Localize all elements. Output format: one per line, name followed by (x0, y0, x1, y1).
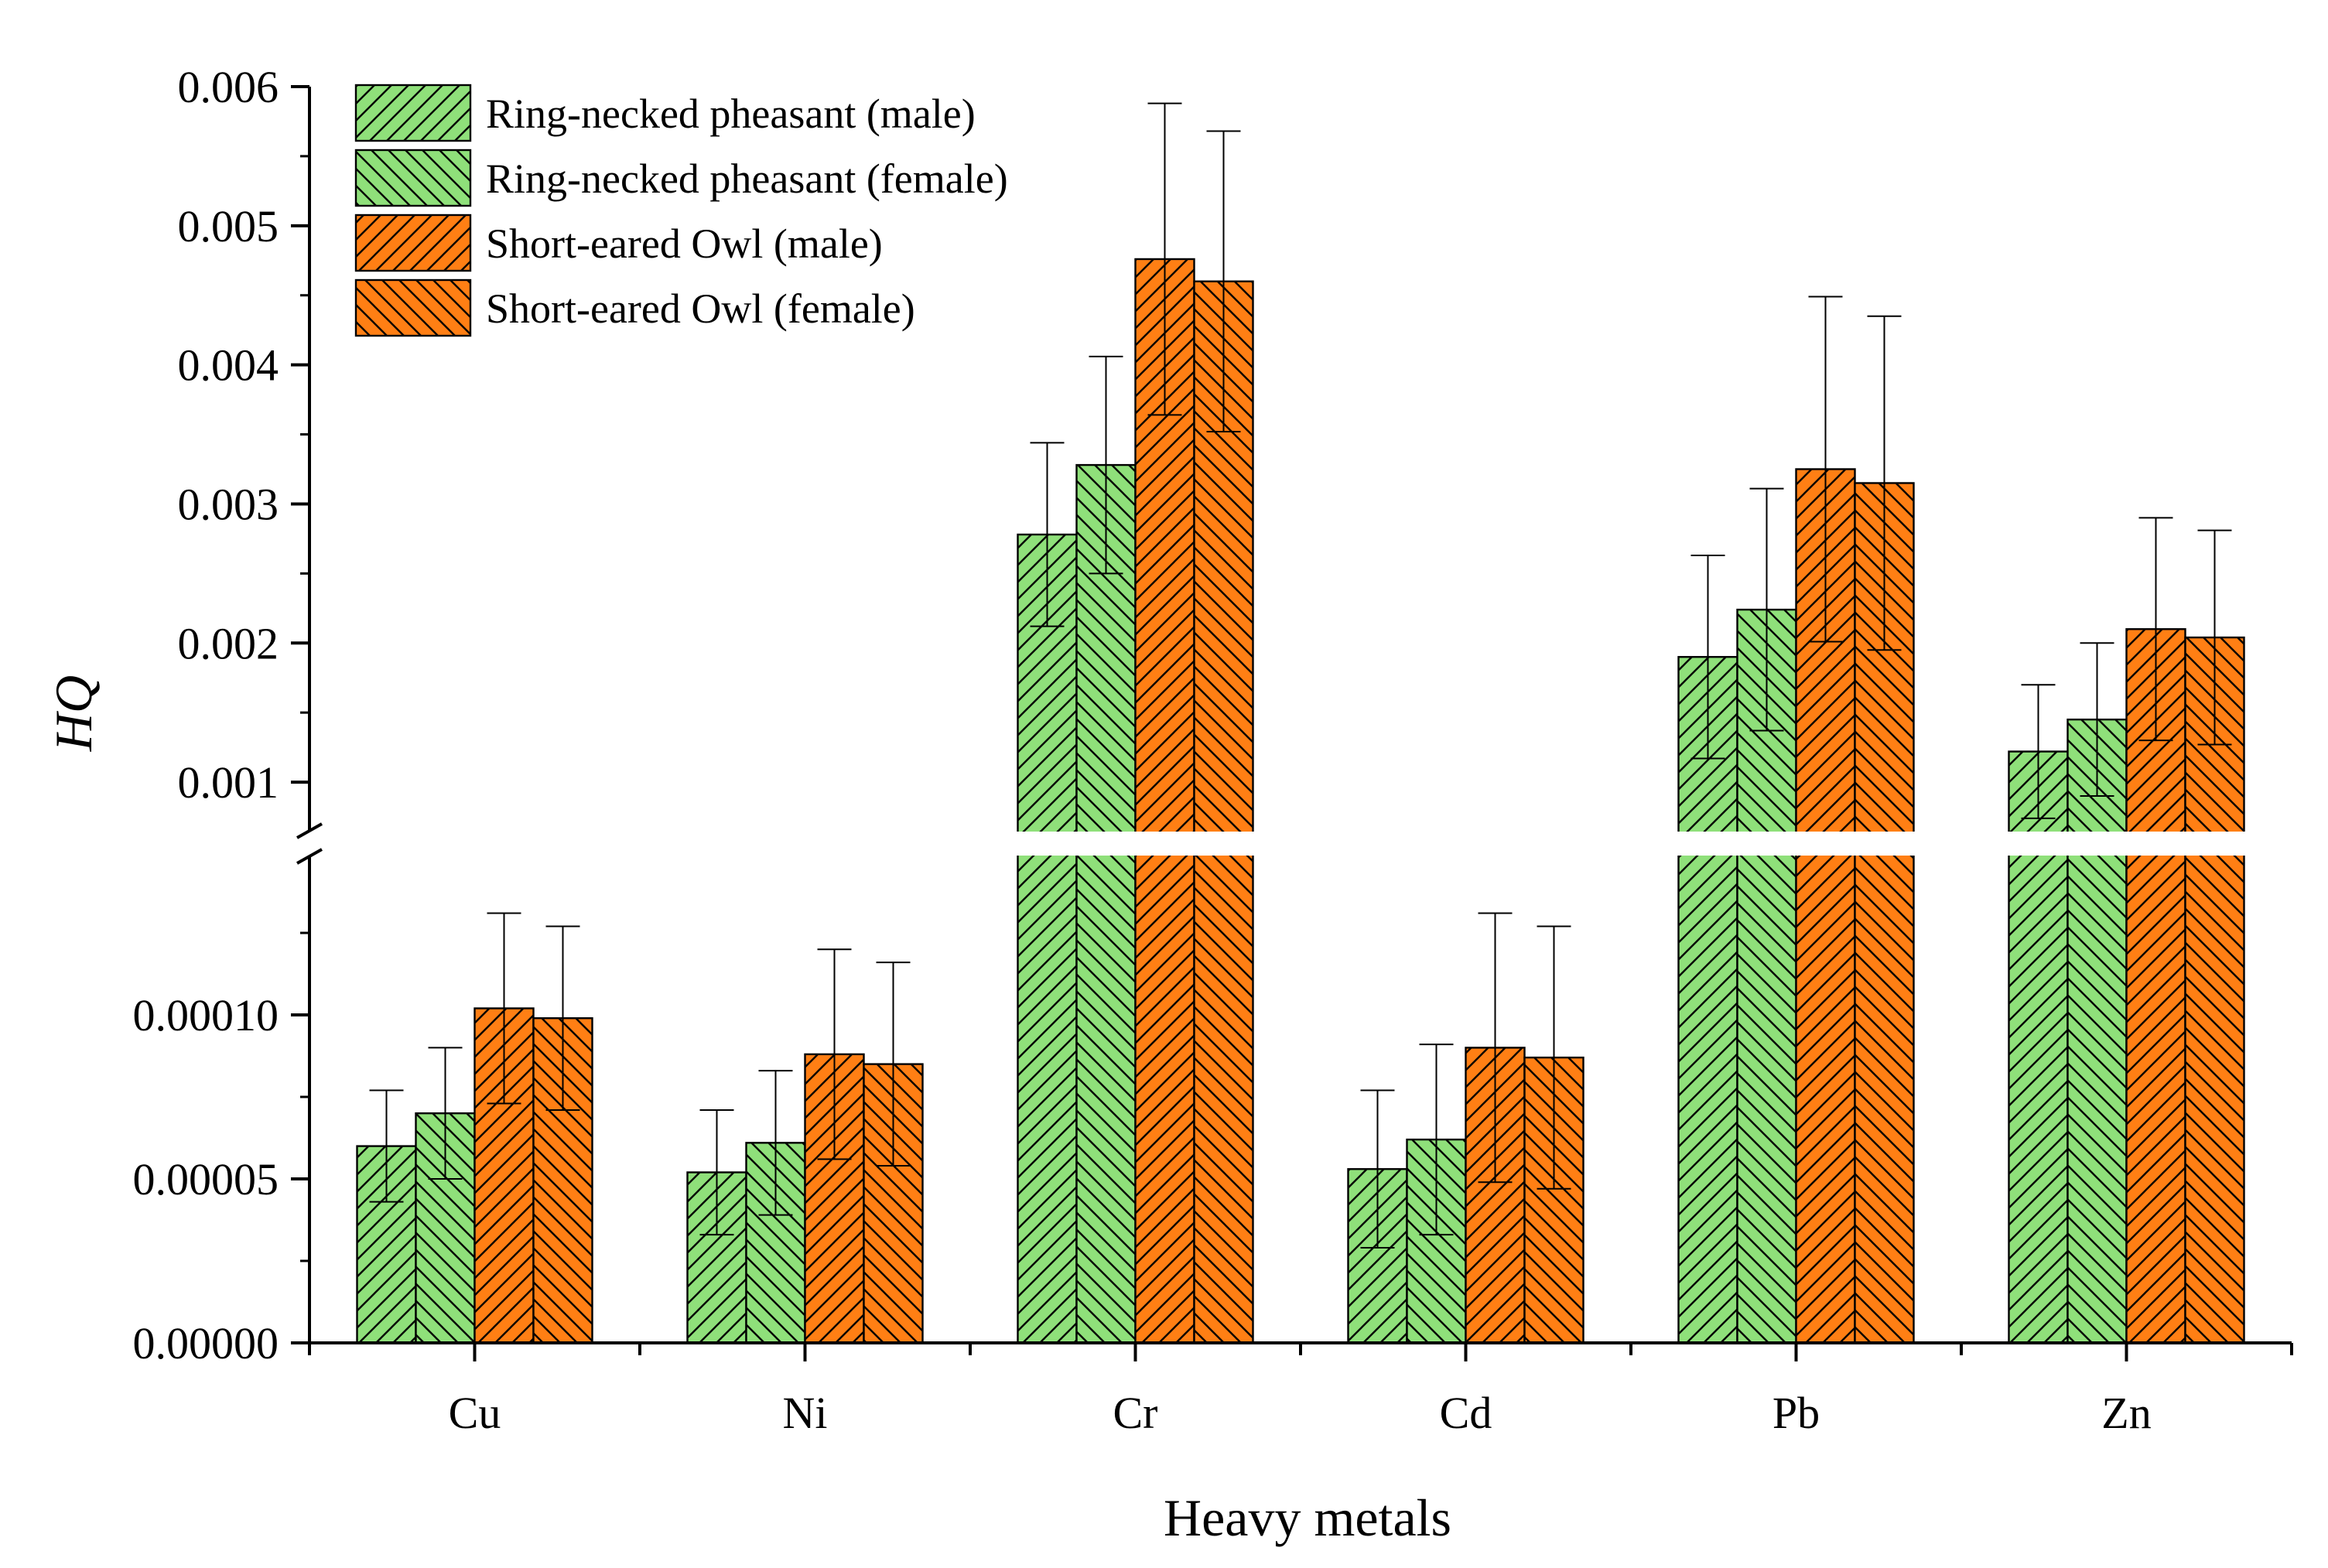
tick-label-layer: 0.001 0.002 0.003 0.004 0.005 0.006 0.00000 0.0… (133, 62, 2152, 1438)
error-bar-layer (369, 102, 2232, 1249)
y-tick-label: 0.001 (178, 757, 279, 808)
y-tick-label: 0.00010 (133, 990, 279, 1040)
x-tick-label: Pb (1772, 1388, 1820, 1438)
bar-hatch (1075, 463, 1137, 1344)
legend-swatch-hatch (354, 214, 472, 272)
bar-layer (356, 258, 2245, 1344)
y-tick-label: 0.00005 (133, 1154, 279, 1204)
axis-break-mark (296, 848, 323, 865)
x-tick-label: Cu (449, 1388, 501, 1438)
bar-hatch (1677, 656, 1738, 1344)
y-tick-label: 0.004 (178, 340, 279, 391)
legend-swatch-hatch (354, 278, 472, 337)
x-tick-label: Cd (1440, 1388, 1492, 1438)
bar-hatch (1134, 258, 1195, 1344)
y-tick-label: 0.006 (178, 62, 279, 112)
y-tick-label: 0.003 (178, 479, 279, 529)
bar-hatch (1017, 533, 1078, 1344)
y-tick-label: 0.005 (178, 201, 279, 251)
bar-hatch (2066, 718, 2128, 1344)
x-axis-title: Heavy metals (1164, 1488, 1451, 1547)
y-axis-title: HQ (44, 675, 103, 752)
axis-break-gap (311, 832, 2293, 856)
legend-label: Ring-necked pheasant (male) (486, 91, 976, 137)
legend-swatch-hatch (354, 84, 472, 142)
x-tick-label: Ni (783, 1388, 828, 1438)
y-tick-label: 0.002 (178, 618, 279, 668)
axis-break-mark (296, 822, 323, 839)
y-tick-label: 0.00000 (133, 1318, 279, 1368)
legend-swatch-hatch (354, 149, 472, 207)
legend-label: Short-eared Owl (male) (486, 220, 883, 267)
legend: Ring-necked pheasant (male) Ring-necked p… (354, 84, 1008, 337)
legend-label: Ring-necked pheasant (female) (486, 155, 1008, 202)
axes-layer (291, 85, 2293, 1361)
x-tick-label: Zn (2101, 1388, 2151, 1438)
bar-hatch (1193, 280, 1254, 1344)
axis-break-band (311, 832, 2293, 856)
legend-label: Short-eared Owl (female) (486, 285, 915, 332)
x-tick-label: Cr (1113, 1388, 1158, 1438)
